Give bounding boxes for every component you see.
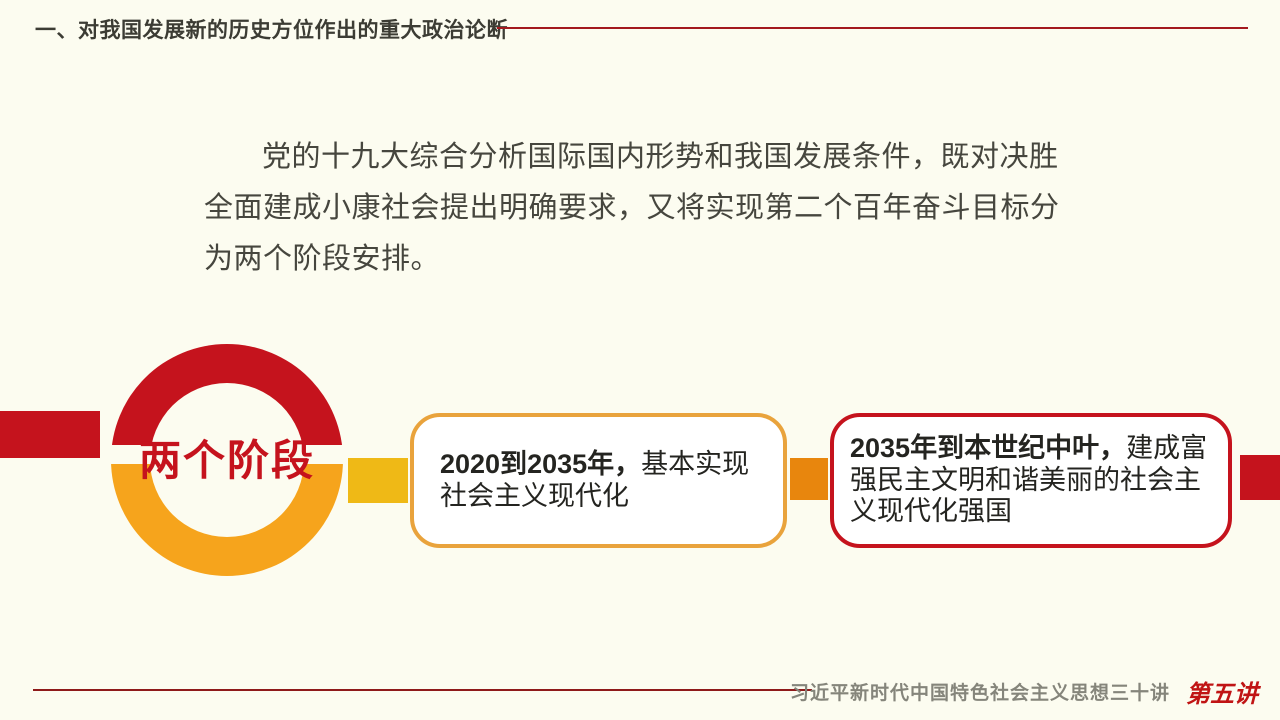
footer-lecture-number: 第五讲: [1186, 678, 1258, 708]
stage-2-goal: 建成富强民主文明和谐美丽的社会主义现代化强国: [850, 433, 1208, 527]
stage-1-box: 2020到2035年，基本实现社会主义现代化: [410, 413, 787, 548]
stage-1-goal: 基本实现社会主义现代化: [440, 448, 750, 511]
gold-connector-bar: [348, 458, 408, 503]
footer-rule-line: [33, 689, 812, 691]
right-red-connector-bar: [1240, 455, 1280, 500]
stage-2-text: 2035年到本世纪中叶，建成富强民主文明和谐美丽的社会主义现代化强国: [850, 433, 1212, 528]
paragraph-line: 党的十九大综合分析国际国内形势和我国发展条件，既对决胜: [262, 141, 1059, 173]
body-paragraph: 党的十九大综合分析国际国内形势和我国发展条件，既对决胜 全面建成小康社会提出明确…: [204, 132, 1060, 285]
two-stages-donut: 两个阶段: [107, 344, 347, 576]
paragraph-line: 为两个阶段安排。: [204, 243, 441, 275]
footer-series-title: 习近平新时代中国特色社会主义思想三十讲: [789, 682, 1170, 704]
orange-connector-bar: [790, 458, 828, 500]
two-stages-label: 两个阶段: [138, 436, 315, 484]
footer: 习近平新时代中国特色社会主义思想三十讲 第五讲: [789, 676, 1258, 708]
slide-section-title: 一、对我国发展新的历史方位作出的重大政治论断: [35, 19, 508, 42]
stage-1-period: 2020到2035年，: [440, 448, 642, 479]
paragraph-line: 全面建成小康社会提出明确要求，又将实现第二个百年奋斗目标分: [204, 192, 1060, 224]
header-rule-line: [497, 27, 1248, 29]
stage-2-period: 2035年到本世纪中叶，: [850, 433, 1127, 464]
left-red-connector-bar: [0, 411, 100, 458]
stage-1-text: 2020到2035年，基本实现社会主义现代化: [440, 449, 757, 512]
donut-gap-stripe: [107, 445, 347, 464]
stage-2-box: 2035年到本世纪中叶，建成富强民主文明和谐美丽的社会主义现代化强国: [830, 413, 1232, 548]
